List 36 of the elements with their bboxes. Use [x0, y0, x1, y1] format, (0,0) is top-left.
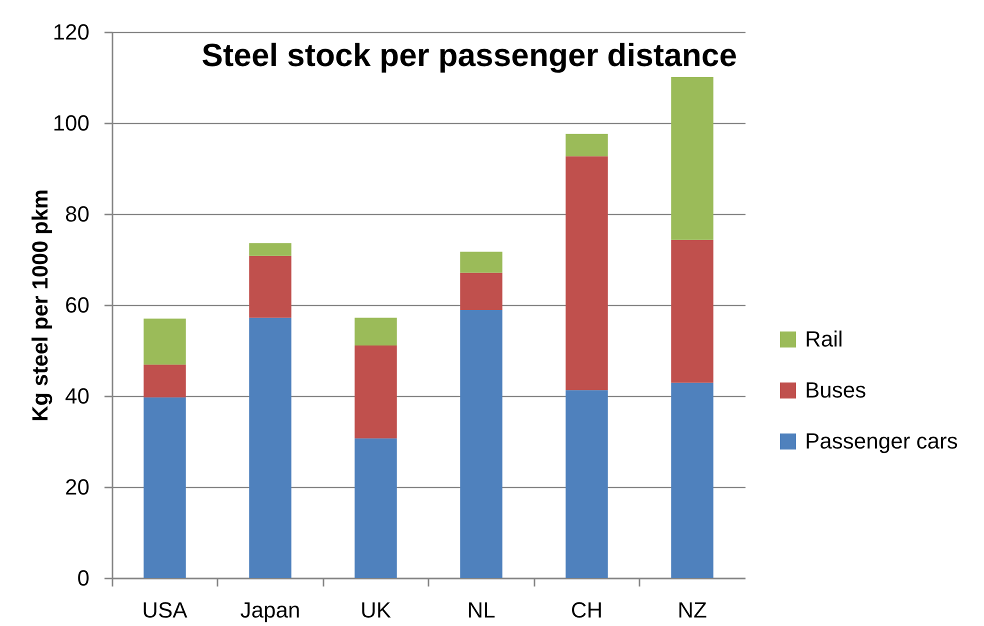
y-tick-label: 120: [52, 20, 90, 44]
bar: [249, 318, 292, 578]
legend-label: Rail: [805, 326, 843, 352]
y-tick-label: 100: [52, 110, 90, 136]
bar: [144, 364, 186, 398]
bar: [460, 310, 502, 578]
x-tick-label: Japan: [240, 598, 300, 622]
bar: [460, 252, 502, 273]
y-tick-label: 40: [65, 384, 90, 408]
y-axis-title: Kg steel per 1000 pkm: [28, 189, 52, 422]
bar: [354, 345, 397, 438]
bar: [566, 390, 608, 578]
bar: [144, 397, 186, 578]
legend-label: Passenger cars: [805, 428, 958, 454]
bar: [671, 77, 714, 240]
x-tick-label: UK: [360, 598, 392, 622]
x-tick-label: CH: [570, 598, 603, 622]
bar: [671, 240, 714, 383]
bar: [354, 438, 397, 578]
bar: [460, 272, 502, 310]
bar: [249, 243, 292, 256]
bar: [566, 134, 608, 156]
bar: [354, 318, 397, 346]
y-tick-label: 60: [65, 292, 90, 318]
bar: [144, 318, 186, 365]
bar: [671, 382, 714, 578]
bar: [249, 256, 292, 318]
y-tick-label: 20: [65, 474, 90, 500]
x-tick-label: NZ: [678, 598, 707, 622]
y-tick-label: 0: [77, 566, 90, 590]
legend-label: Buses: [805, 377, 866, 402]
x-tick-label: NL: [467, 598, 496, 622]
chart-title: Steel stock per passenger distance: [202, 37, 737, 73]
bar: [566, 156, 608, 390]
y-tick-label: 80: [65, 202, 90, 226]
x-tick-label: USA: [142, 598, 188, 622]
